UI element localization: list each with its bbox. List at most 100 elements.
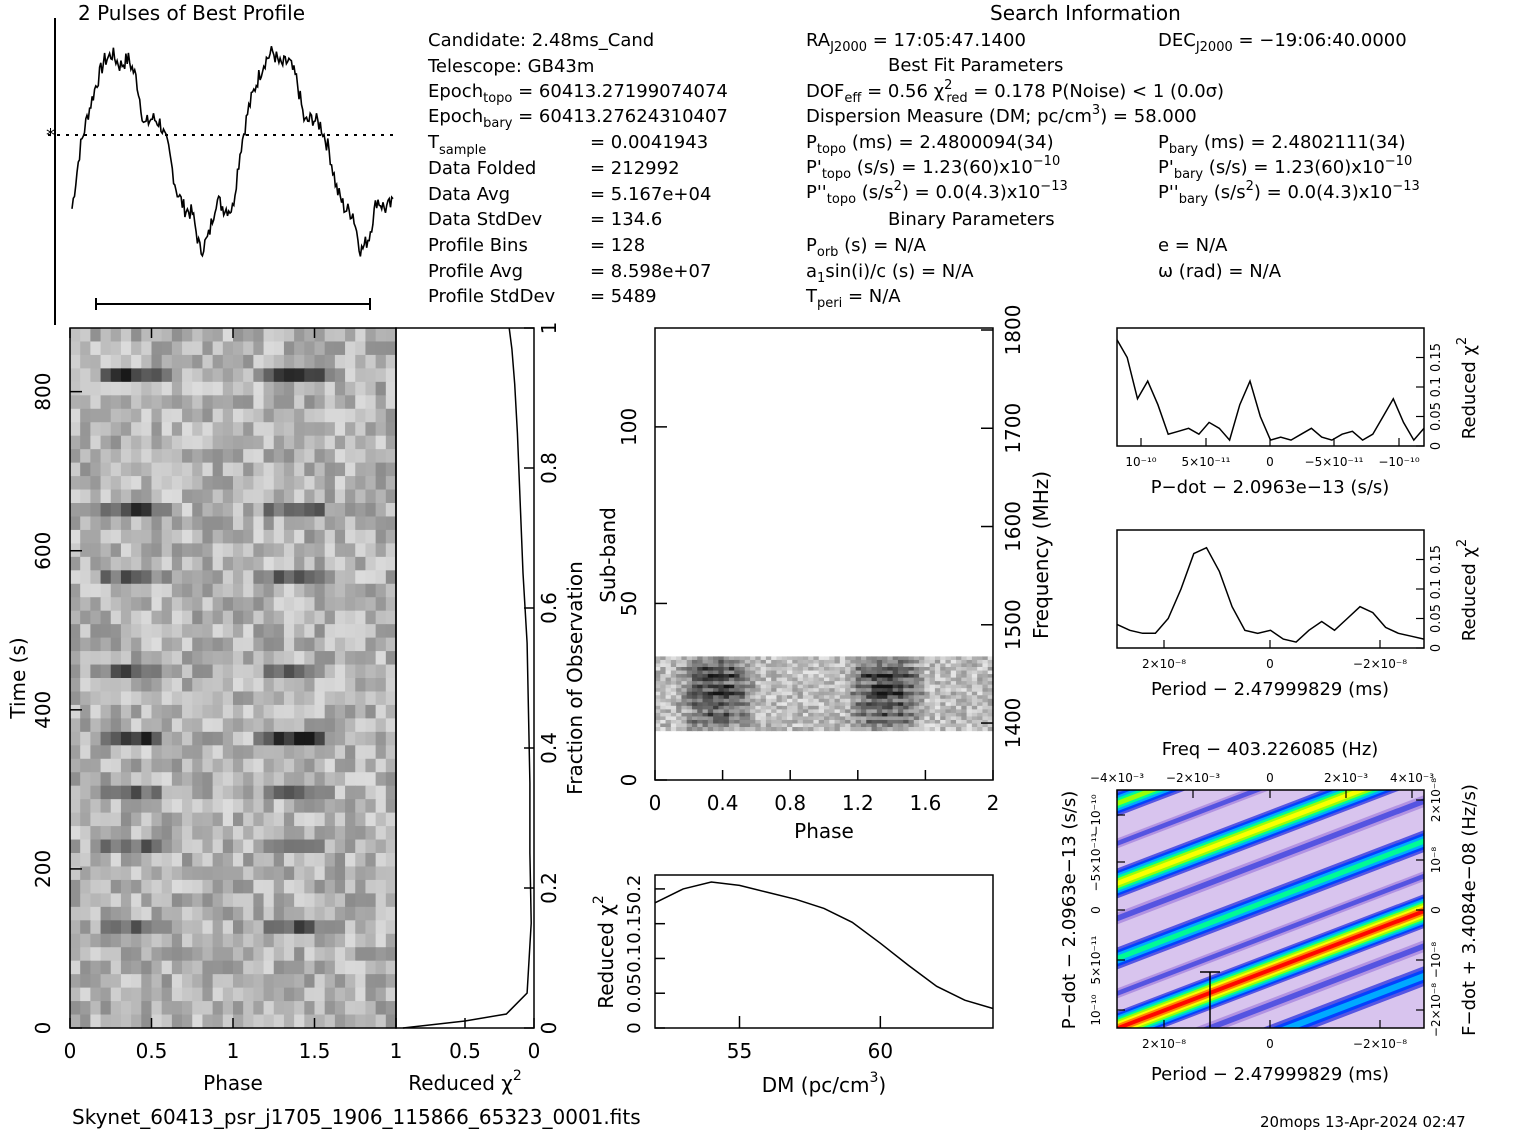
time-phase-cell: [365, 476, 377, 491]
time-phase-cell: [334, 651, 346, 666]
subband-cell: [829, 702, 836, 707]
time-phase-cell: [212, 583, 224, 598]
time-phase-cell: [70, 381, 81, 396]
subband-cell: [744, 667, 751, 672]
subband-cell: [660, 667, 667, 672]
time-phase-cell: [141, 529, 153, 544]
time-phase-cell: [141, 543, 153, 558]
time-phase-cell: [141, 893, 153, 908]
pdot-topo-text: P'topo (s/s) = 1.23(60)x10−10: [806, 154, 1060, 182]
time-phase-cell: [171, 678, 183, 693]
time-phase-cell: [375, 503, 387, 518]
subband-cell: [971, 716, 978, 721]
time-phase-cell: [294, 974, 305, 989]
time-phase-cell: [304, 664, 316, 679]
time-phase-cell: [161, 704, 173, 719]
subband-cell: [924, 712, 931, 718]
time-phase-cell: [375, 960, 387, 975]
ppdot-right-tick-label: −10⁻⁸: [1429, 942, 1443, 979]
subband-cell: [728, 656, 735, 661]
subband-cell: [676, 677, 683, 682]
time-phase-cell: [243, 799, 254, 814]
subband-cell: [971, 723, 978, 728]
time-phase-cell: [222, 408, 234, 423]
subband-cell: [750, 705, 756, 710]
time-phase-cell: [182, 422, 193, 437]
time-phase-cell: [80, 422, 91, 437]
time-phase-cell: [212, 785, 224, 800]
pdot-axis-label: P−dot − 2.0963e−13 (s/s): [1151, 477, 1390, 498]
subband-cell: [929, 684, 936, 689]
subband-cell: [866, 691, 873, 696]
subband-cell: [924, 677, 931, 682]
subband-cell: [691, 727, 698, 732]
time-phase-cell: [151, 354, 163, 369]
time-phase-cell: [233, 503, 244, 518]
subband-cell: [892, 681, 899, 686]
subband-cell: [950, 702, 957, 707]
subband-cell: [824, 656, 830, 661]
redchi-fraction-curve: [402, 327, 532, 1029]
subband-cell: [956, 656, 962, 661]
subband-cell: [919, 727, 925, 732]
subband-cell: [929, 723, 936, 728]
time-phase-cell: [70, 785, 81, 800]
time-phase-cell: [314, 758, 326, 773]
ppdot-contour-band: [1117, 798, 1424, 922]
subband-cell: [982, 716, 989, 721]
time-phase-cell: [294, 772, 305, 787]
fraction-axis-label: Fraction of Observation: [563, 561, 587, 795]
time-phase-cell: [334, 395, 346, 410]
subband-cell: [961, 712, 968, 718]
subband-cell: [913, 656, 920, 661]
subband-cell: [792, 667, 799, 672]
subband-cell: [882, 702, 888, 707]
time-phase-cell: [202, 651, 214, 666]
time-phase-cell: [355, 731, 367, 746]
subband-cell: [876, 684, 883, 689]
subband-cell: [866, 695, 873, 700]
time-phase-cell: [202, 570, 214, 585]
time-phase-cell: [192, 583, 204, 598]
ppdot-bottom-tick-label: 0: [1266, 1037, 1274, 1051]
subband-cell: [834, 656, 841, 661]
time-phase-cell: [182, 879, 193, 894]
time-phase-cell: [324, 354, 336, 369]
time-phase-cell: [314, 826, 326, 841]
time-phase-cell: [334, 678, 346, 693]
data-avg-value: = 5.167e+04: [590, 184, 711, 205]
time-phase-cell: [131, 529, 142, 544]
time-phase-cell: [345, 704, 356, 719]
time-phase-cell: [212, 906, 224, 921]
subband-cell: [860, 723, 867, 728]
time-phase-cell: [273, 651, 285, 666]
subband-cell: [850, 659, 857, 665]
subband-cell: [702, 663, 709, 668]
subband-cell: [702, 698, 709, 703]
time-phase-cell: [294, 449, 305, 464]
period-axis-label: Period − 2.47999829 (ms): [1151, 679, 1389, 700]
time-phase-cell: [100, 476, 112, 491]
time-phase-cell: [355, 664, 367, 679]
time-phase-cell: [304, 691, 316, 706]
subband-cell: [676, 719, 683, 725]
subband-cell: [855, 667, 862, 672]
subband-cell: [919, 659, 925, 665]
subband-cell: [961, 659, 968, 665]
subband-cell: [855, 688, 862, 693]
subband-cell: [940, 681, 947, 686]
subband-cell: [887, 684, 894, 689]
subband-cell: [850, 716, 857, 721]
time-phase-cell: [345, 879, 356, 894]
subband-cell: [808, 670, 815, 675]
subband-cell: [691, 709, 698, 714]
subband-cell: [971, 705, 978, 710]
time-phase-cell: [70, 933, 81, 948]
time-phase-cell: [80, 341, 91, 356]
subband-cell: [913, 695, 920, 700]
time-phase-cell: [171, 772, 183, 787]
time-phase-cell: [131, 583, 142, 598]
subband-cell: [977, 659, 984, 665]
subband-cell: [760, 727, 767, 732]
subband-cell: [691, 716, 698, 721]
